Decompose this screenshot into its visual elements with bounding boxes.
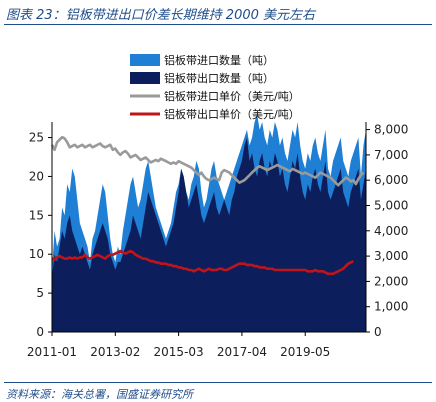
right-tick-label-8: 8,000 [374,123,408,137]
source-note: 资料来源：海关总署，国盛证券研究所 [6,388,193,401]
left-tick-label-2: 10 [29,247,44,261]
line-series-group [50,135,365,276]
area-series-1 [52,137,366,332]
x-tick-label-0: 2011-01 [27,345,77,359]
left-tick-label-5: 25 [29,131,44,145]
legend-label-3: 铝板带出口单价（美元/吨） [164,107,300,121]
title-rule [4,24,432,25]
left-tick-label-4: 20 [29,169,44,183]
source-rule [4,382,432,383]
legend-label-0: 铝板带进口数量（吨） [164,53,274,67]
legend-swatch-1 [130,72,160,84]
axes-group: 0 5 10 15 20 25 0 1,000 2,000 3,000 4,000 5,000 6,00… [27,122,408,359]
right-tick-label-3: 3,000 [374,249,408,263]
line-series-3 [51,249,354,276]
right-tick-label-7: 7,000 [374,148,408,162]
line-series-2 [50,135,365,187]
right-tick-label-1: 1,000 [374,300,408,314]
x-tick-label-3: 2017-04 [217,345,267,359]
x-tick-label-4: 2019-05 [280,345,330,359]
right-tick-label-2: 2,000 [374,274,408,288]
left-tick-label-3: 15 [29,208,44,222]
legend-label-1: 铝板带出口数量（吨） [164,71,274,85]
area-series-group [52,114,366,332]
right-tick-label-4: 4,000 [374,224,408,238]
x-tick-label-2: 2015-03 [154,345,204,359]
legend: 铝板带进口数量（吨） 铝板带出口数量（吨） 铝板带进口单价（美元/吨） 铝板带出口单价… [130,53,300,121]
x-tick-label-1: 2013-02 [90,345,140,359]
chart-title: 图表 23：铝板带进出口价差长期维持 2000 美元左右 [6,8,316,23]
right-tick-label-5: 5,000 [374,198,408,212]
left-tick-label-0: 0 [36,325,44,339]
right-tick-label-0: 0 [374,325,382,339]
right-tick-label-6: 6,000 [374,173,408,187]
legend-label-2: 铝板带进口单价（美元/吨） [164,89,300,103]
left-tick-label-1: 5 [36,286,44,300]
legend-swatch-0 [130,54,160,66]
